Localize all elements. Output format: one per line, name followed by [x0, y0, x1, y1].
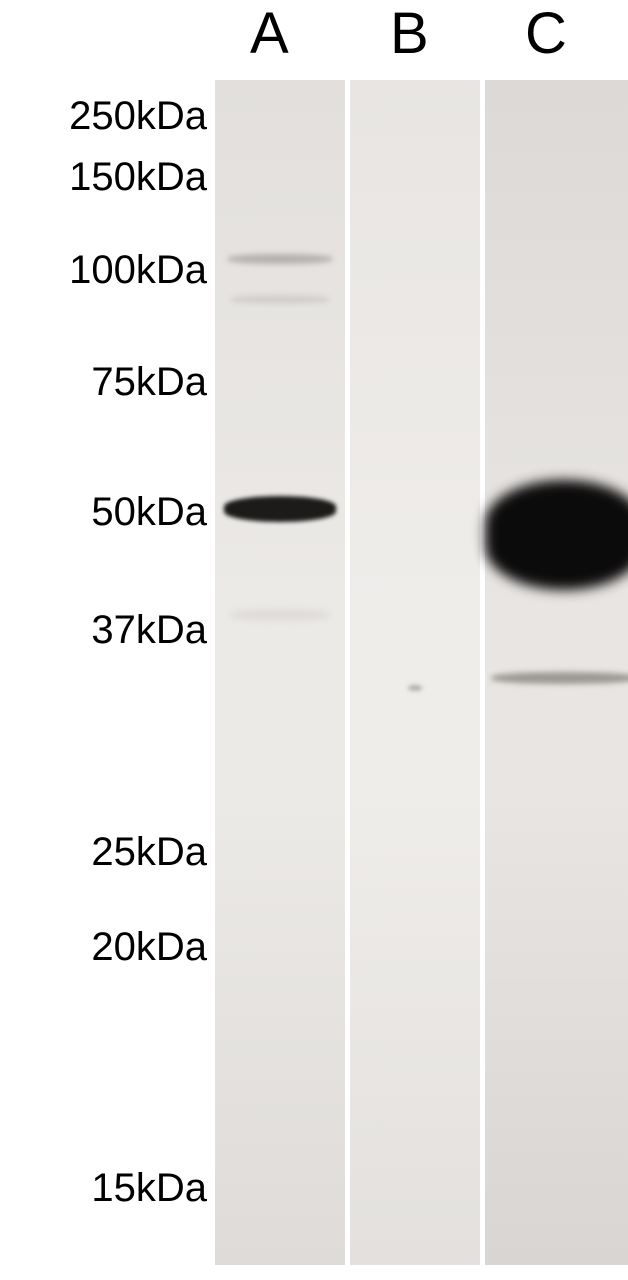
marker-50: 50kDa [91, 490, 207, 535]
marker-100: 100kDa [69, 248, 207, 293]
band-a-0 [228, 254, 333, 264]
blot-area [215, 80, 628, 1265]
lane-c [485, 80, 628, 1265]
lane-label-a: A [250, 0, 289, 67]
band-a-3 [230, 610, 330, 620]
marker-150: 150kDa [69, 155, 207, 200]
band-a-2 [224, 496, 336, 522]
marker-37: 37kDa [91, 608, 207, 653]
lane-bg-b [350, 80, 480, 1265]
lane-label-c: C [525, 0, 567, 67]
marker-column: 250kDa 150kDa 100kDa 75kDa 50kDa 37kDa 2… [0, 0, 215, 1280]
band-c-0 [485, 480, 628, 590]
marker-25: 25kDa [91, 830, 207, 875]
band-a-1 [230, 295, 330, 304]
band-c-1 [492, 672, 628, 684]
lane-label-b: B [390, 0, 429, 67]
marker-250: 250kDa [69, 94, 207, 139]
lane-a [215, 80, 345, 1265]
blot-container: A B C 250kDa 150kDa 100kDa 75kDa 50kDa 3… [0, 0, 628, 1280]
marker-20: 20kDa [91, 925, 207, 970]
marker-75: 75kDa [91, 360, 207, 405]
lane-b [350, 80, 480, 1265]
band-b-0 [408, 685, 422, 691]
marker-15: 15kDa [91, 1166, 207, 1211]
